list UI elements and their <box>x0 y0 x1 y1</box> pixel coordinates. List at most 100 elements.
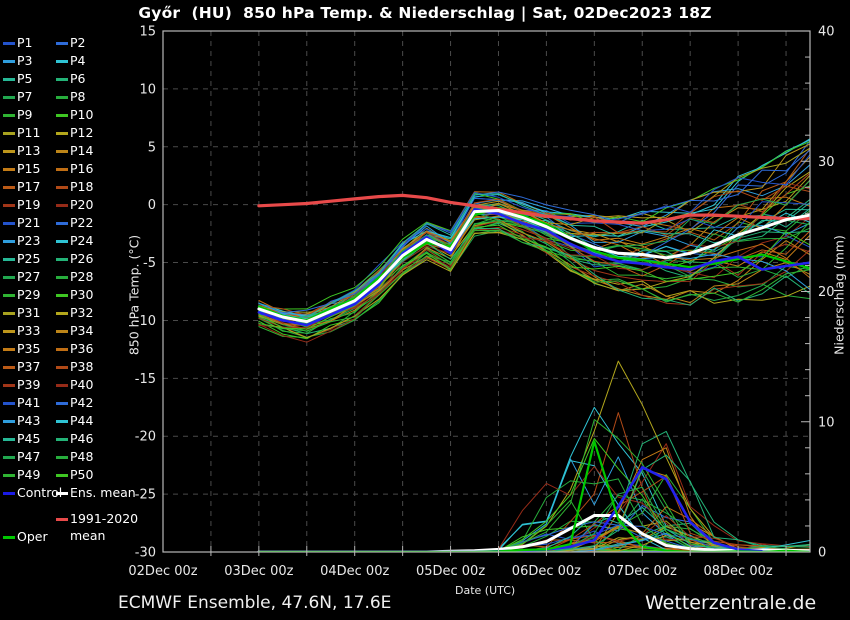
legend-label: P5 <box>17 71 33 86</box>
y-left-tick-label: -30 <box>135 546 156 561</box>
ensemble-member-precip-line <box>258 475 810 552</box>
legend-color-swatch <box>56 438 68 441</box>
legend-color-swatch <box>56 132 68 135</box>
y-right-tick-label: 30 <box>818 155 835 170</box>
legend-label: P9 <box>17 107 33 122</box>
oper-temp-line <box>257 207 810 322</box>
ensemble-member-precip-line <box>258 534 810 552</box>
legend-label: P15 <box>17 161 41 176</box>
legend-label: P42 <box>70 395 94 410</box>
control-precip-line <box>257 465 810 552</box>
y-left-tick-label: -20 <box>135 430 156 445</box>
legend-color-swatch <box>3 240 15 243</box>
legend-color-swatch <box>56 96 68 99</box>
legend-color-swatch <box>56 168 68 171</box>
legend-color-swatch <box>3 384 15 387</box>
legend-label: P6 <box>70 71 86 86</box>
legend-color-swatch <box>3 168 15 171</box>
legend-label: P7 <box>17 89 33 104</box>
ensemble-member-temp-line <box>258 216 810 334</box>
legend-color-swatch <box>3 204 15 207</box>
ensemble-member-temp-line <box>258 185 810 316</box>
grid-lines <box>163 31 810 552</box>
legend-color-swatch <box>56 456 68 459</box>
legend-label: P45 <box>17 431 41 446</box>
legend-color-swatch <box>3 150 15 153</box>
legend-label: P49 <box>17 467 41 482</box>
legend-label: P25 <box>17 251 41 266</box>
ensemble-member-precip-line <box>258 412 810 552</box>
ensemble-member-precip-line <box>258 469 810 552</box>
legend-label: P33 <box>17 323 41 338</box>
x-tick-label: 05Dec 00z <box>416 564 485 579</box>
page-title: Győr (HU) 850 hPa Temp. & Niederschlag |… <box>138 4 712 22</box>
legend-color-swatch <box>3 312 15 315</box>
ensemble-member-temp-line <box>258 226 810 329</box>
tick-labels: 15 10 5 0 -5 -10 -15 -20 -25 -30 40 30 20 10 0 02Dec 00… <box>128 25 834 580</box>
legend-color-swatch <box>3 96 15 99</box>
legend-color-swatch <box>3 132 15 135</box>
legend-color-swatch <box>56 402 68 405</box>
legend-color-swatch <box>3 222 15 225</box>
legend-color-swatch <box>56 312 68 315</box>
legend-label: P30 <box>70 287 94 302</box>
y-axis-left-label: 850 hPa Temp. (°C) <box>126 234 142 356</box>
legend-label: P14 <box>70 143 94 158</box>
legend-color-swatch <box>3 402 15 405</box>
legend-color-swatch <box>56 420 68 423</box>
legend-label: P31 <box>17 305 41 320</box>
legend-label: P8 <box>70 89 86 104</box>
legend-label: P35 <box>17 341 41 356</box>
ensemble-member-precip-line <box>258 468 810 552</box>
y-right-tick-label: 10 <box>818 415 835 430</box>
y-left-tick-label: -15 <box>135 372 156 387</box>
legend-color-swatch <box>56 42 68 45</box>
ensemble-member-precip-line <box>258 447 810 552</box>
control-temp-line <box>257 208 810 327</box>
legend-color-swatch <box>3 330 15 333</box>
legend-label: P39 <box>17 377 41 392</box>
legend-label: P50 <box>70 467 94 482</box>
legend-color-swatch <box>3 536 15 539</box>
x-tick-label: 07Dec 00z <box>608 564 677 579</box>
ensemble-mean-precip-line <box>257 514 810 552</box>
legend-label: P11 <box>17 125 41 140</box>
axis-ticks <box>210 56 810 556</box>
legend-color-swatch <box>3 474 15 477</box>
data-lines <box>257 138 810 552</box>
legend-color-swatch <box>56 204 68 207</box>
legend-color-swatch <box>3 78 15 81</box>
legend-color-swatch <box>56 258 68 261</box>
legend-label: P1 <box>17 35 33 50</box>
legend-label: P47 <box>17 449 41 464</box>
x-tick-label: 03Dec 00z <box>224 564 293 579</box>
legend-color-swatch <box>3 114 15 117</box>
legend-label-line2: mean <box>70 528 106 543</box>
legend-label: P24 <box>70 233 94 248</box>
ensemble-member-temp-line <box>258 215 810 338</box>
x-tick-label: 02Dec 00z <box>128 564 197 579</box>
legend-label: P2 <box>70 35 86 50</box>
ensemble-member-precip-line <box>258 534 810 552</box>
legend-label: P32 <box>70 305 94 320</box>
legend-label: P34 <box>70 323 94 338</box>
legend-color-swatch <box>56 492 68 495</box>
legend-label: P29 <box>17 287 41 302</box>
legend-label: P22 <box>70 215 94 230</box>
legend-color-swatch <box>3 348 15 351</box>
ensemble-member-temp-line <box>258 149 810 314</box>
legend-label: P17 <box>17 179 41 194</box>
legend-color-swatch <box>56 60 68 63</box>
ensemble-member-precip-line <box>258 533 810 552</box>
legend-color-swatch <box>56 474 68 477</box>
legend-color-swatch <box>3 42 15 45</box>
legend-color-swatch <box>56 348 68 351</box>
y-left-tick-label: 10 <box>139 82 156 97</box>
legend-color-swatch <box>56 276 68 279</box>
legend-label: Oper <box>17 529 48 544</box>
y-left-tick-label: 5 <box>148 140 156 155</box>
y-axis-right-label: Niederschlag (mm) <box>831 235 847 355</box>
legend-label: P43 <box>17 413 41 428</box>
legend-color-swatch <box>3 438 15 441</box>
legend-label: P12 <box>70 125 94 140</box>
